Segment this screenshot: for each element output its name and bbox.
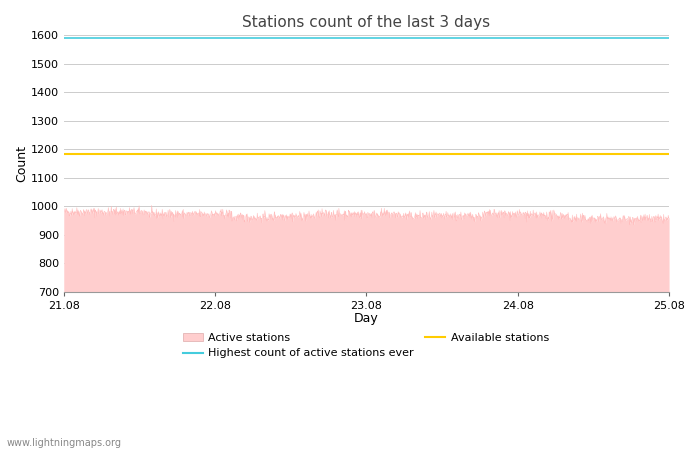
Title: Stations count of the last 3 days: Stations count of the last 3 days: [242, 15, 491, 30]
Y-axis label: Count: Count: [15, 145, 28, 182]
X-axis label: Day: Day: [354, 312, 379, 325]
Text: www.lightningmaps.org: www.lightningmaps.org: [7, 438, 122, 448]
Legend: Active stations, Highest count of active stations ever, Available stations: Active stations, Highest count of active…: [178, 328, 553, 363]
